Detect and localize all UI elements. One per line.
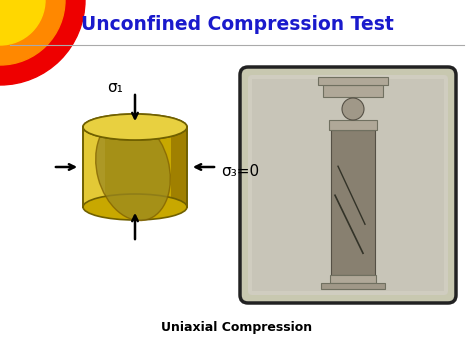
Text: σ₃=0: σ₃=0 [221,164,259,180]
Bar [171,127,187,207]
Bar [83,127,105,207]
Bar [331,130,375,275]
Circle shape [0,0,45,45]
Ellipse shape [83,114,187,140]
FancyBboxPatch shape [248,75,448,295]
Ellipse shape [83,114,187,140]
Circle shape [0,0,65,65]
Bar [252,79,444,291]
Ellipse shape [83,194,187,220]
Text: Unconfined Compression Test: Unconfined Compression Test [81,16,393,34]
Bar [323,85,383,97]
Circle shape [342,98,364,120]
Text: σ₁: σ₁ [107,80,123,94]
Bar [330,275,376,283]
Bar [83,127,187,207]
Bar [321,283,385,289]
Text: Uniaxial Compression: Uniaxial Compression [162,321,312,333]
Circle shape [0,0,85,85]
Ellipse shape [96,118,170,220]
FancyBboxPatch shape [240,67,456,303]
Bar [329,120,377,130]
Bar [318,77,388,85]
